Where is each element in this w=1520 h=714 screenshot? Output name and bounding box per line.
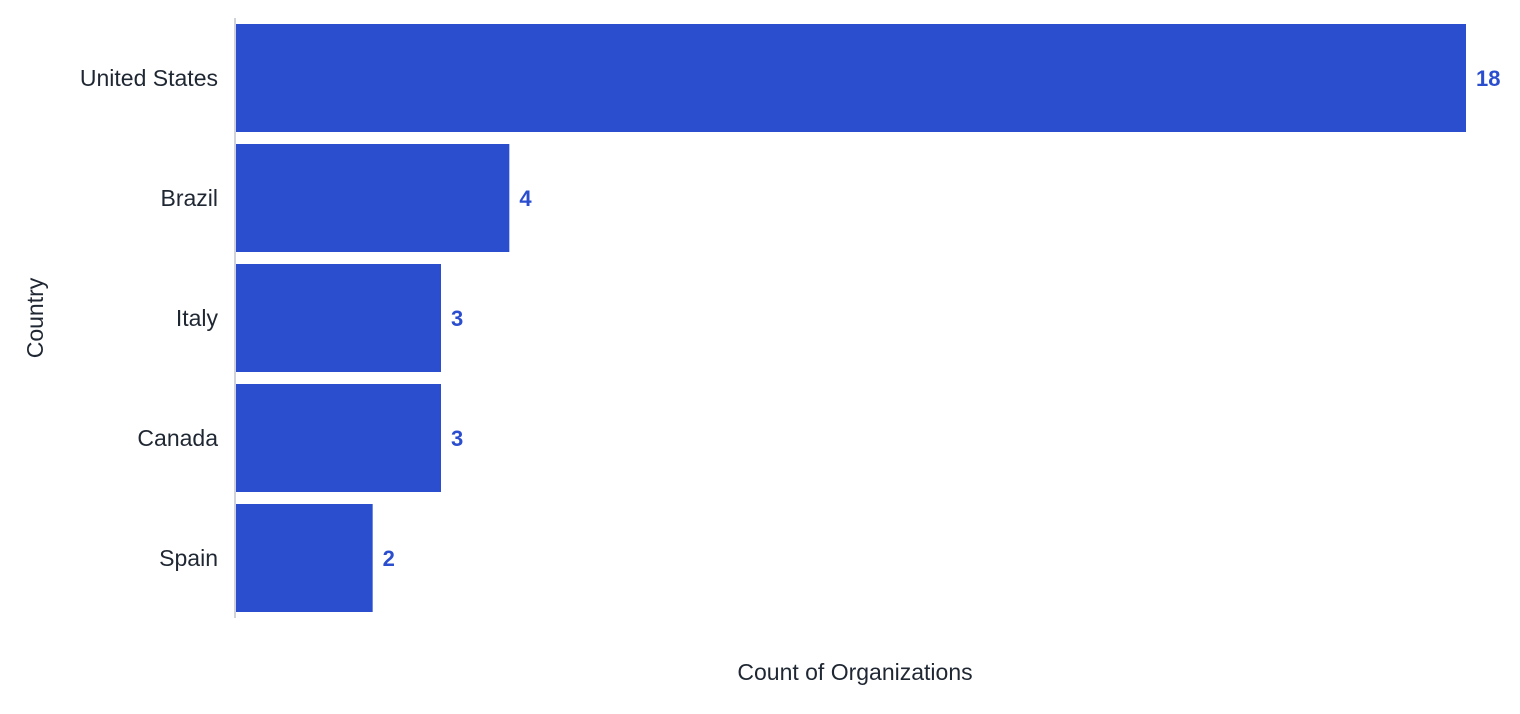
category-label: Italy (176, 305, 219, 331)
category-labels: United States Brazil Italy Canada Spain (80, 65, 219, 571)
category-label: Canada (137, 425, 218, 451)
bar[interactable] (236, 144, 510, 252)
category-label: United States (80, 65, 218, 91)
y-axis-title: Country (22, 277, 48, 358)
data-label: 18 (1476, 66, 1500, 91)
bar[interactable] (236, 264, 441, 372)
data-labels: 18 4 3 3 2 (383, 66, 1501, 571)
bar[interactable] (236, 504, 373, 612)
bar[interactable] (236, 384, 441, 492)
data-label: 3 (451, 306, 463, 331)
x-axis-title: Count of Organizations (737, 659, 972, 685)
category-label: Spain (159, 545, 218, 571)
data-label: 2 (383, 546, 395, 571)
data-label: 3 (451, 426, 463, 451)
bar[interactable] (236, 24, 1466, 132)
bars-layer (236, 24, 1466, 612)
data-label: 4 (519, 186, 532, 211)
category-label: Brazil (160, 185, 218, 211)
